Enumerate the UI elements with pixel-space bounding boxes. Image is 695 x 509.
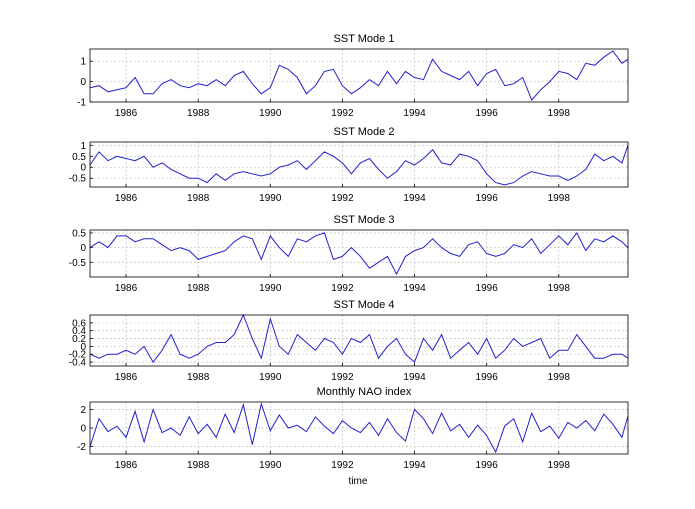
y-tick-label: -2 — [77, 442, 86, 453]
x-tick-label: 1998 — [548, 460, 571, 471]
y-tick-label: 0 — [80, 424, 86, 435]
series-line — [89, 231, 629, 276]
x-tick-label: 1998 — [548, 283, 571, 294]
x-tick-label: 1988 — [187, 193, 210, 204]
y-tick-label: -0.5 — [69, 258, 87, 269]
subplot-title: Monthly NAO index — [317, 386, 412, 398]
axes-frame — [89, 48, 629, 103]
y-tick-label: 0 — [80, 77, 86, 88]
y-tick-label: 0.5 — [72, 152, 86, 163]
subplot-4: 1986 1988 1990 1992 1994 1996 1998 -0.4-0.200.2… — [69, 299, 629, 383]
x-tick-label: 1992 — [331, 283, 354, 294]
axes-frame — [89, 141, 629, 188]
y-tick-label: -0.5 — [69, 174, 87, 185]
y-tick-label: -1 — [77, 98, 86, 109]
series-line — [89, 402, 629, 454]
series-line — [89, 50, 629, 101]
y-tick-label: 1 — [80, 141, 86, 152]
x-tick-label: 1992 — [331, 193, 354, 204]
x-tick-label: 1994 — [403, 108, 426, 119]
x-tick-label: 1988 — [187, 283, 210, 294]
y-tick-label: 2 — [80, 405, 86, 416]
x-tick-label: 1998 — [548, 193, 571, 204]
x-tick-label: 1986 — [115, 108, 138, 119]
y-tick-label: 0.6 — [72, 318, 86, 329]
x-tick-label: 1994 — [403, 283, 426, 294]
axes-frame — [89, 229, 629, 278]
x-tick-label: 1992 — [331, 460, 354, 471]
x-tick-label: 1986 — [115, 460, 138, 471]
y-tick-label: 0.5 — [72, 228, 86, 239]
subplot-title: SST Mode 4 — [334, 299, 395, 311]
x-tick-label: 1994 — [403, 372, 426, 383]
subplot-1: 1986 1988 1990 1992 1994 1996 1998 -1 0 1 SST Mode… — [77, 33, 629, 119]
axes-frame — [89, 314, 629, 367]
x-tick-label: 1988 — [187, 108, 210, 119]
x-tick-label: 1990 — [259, 460, 282, 471]
subplot-5: 1986 1988 1990 1992 1994 1996 1998 -2 0 2 Monthly … — [77, 386, 629, 471]
x-tick-label: 1996 — [476, 460, 499, 471]
x-tick-label: 1986 — [115, 372, 138, 383]
x-tick-label: 1988 — [187, 460, 210, 471]
subplot-3: 1986 1988 1990 1992 1994 1996 1998 -0.5 0 0.5 SST … — [69, 214, 629, 294]
y-tick-label: 1 — [80, 57, 86, 68]
x-tick-label: 1996 — [476, 372, 499, 383]
subplots: 1986 1988 1990 1992 1994 1996 1998 -1 0 1 SST Mode… — [69, 33, 629, 471]
x-tick-label: 1998 — [548, 372, 571, 383]
x-tick-label: 1988 — [187, 372, 210, 383]
x-tick-label: 1996 — [476, 193, 499, 204]
y-tick-label: -0.2 — [69, 350, 87, 361]
y-tick-label: 0.4 — [72, 326, 86, 337]
x-tick-label: 1986 — [115, 283, 138, 294]
y-tick-label: 0.2 — [72, 334, 86, 345]
subplot-2: 1986 1988 1990 1992 1994 1996 1998 -0.500.51 SST… — [69, 126, 629, 204]
subplot-title: SST Mode 1 — [334, 33, 395, 45]
y-tick-label: 0 — [80, 243, 86, 254]
x-tick-label: 1990 — [259, 193, 282, 204]
x-tick-label: 1996 — [476, 108, 499, 119]
x-tick-label: 1992 — [331, 108, 354, 119]
y-tick-label: 0 — [80, 342, 86, 353]
x-tick-label: 1994 — [403, 193, 426, 204]
y-tick-label: 0 — [80, 163, 86, 174]
x-axis-label: time — [349, 476, 368, 487]
subplot-title: SST Mode 2 — [334, 126, 395, 138]
x-tick-label: 1996 — [476, 283, 499, 294]
axes-frame — [89, 401, 629, 455]
x-tick-label: 1990 — [259, 283, 282, 294]
series-line — [89, 145, 629, 186]
x-tick-label: 1994 — [403, 460, 426, 471]
subplot-title: SST Mode 3 — [334, 214, 395, 226]
x-tick-label: 1998 — [548, 108, 571, 119]
x-tick-label: 1990 — [259, 108, 282, 119]
series-line — [89, 313, 629, 364]
x-tick-label: 1992 — [331, 372, 354, 383]
x-tick-label: 1986 — [115, 193, 138, 204]
x-tick-label: 1990 — [259, 372, 282, 383]
y-tick-label: -0.4 — [69, 358, 87, 369]
